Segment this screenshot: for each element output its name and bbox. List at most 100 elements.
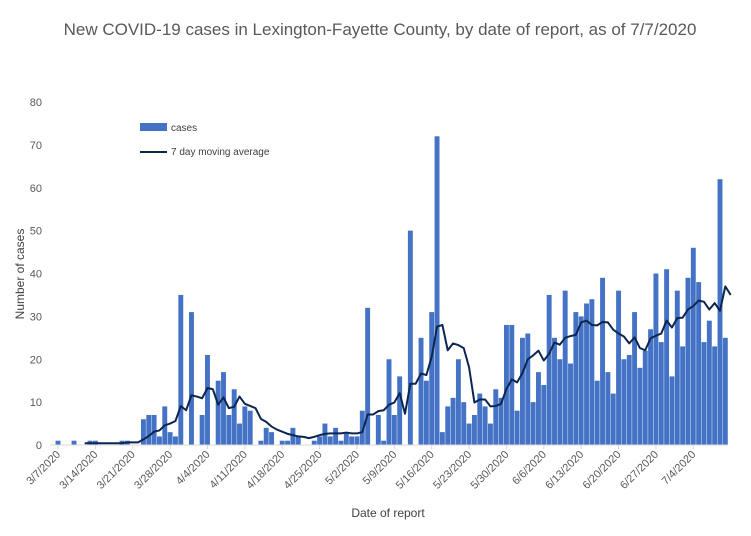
bar-cases <box>140 419 146 445</box>
bar-cases <box>354 436 360 445</box>
bar-cases <box>365 307 371 445</box>
bar-cases <box>269 432 275 445</box>
bar-cases <box>594 380 600 445</box>
x-tick-label: 6/27/2020 <box>618 449 661 492</box>
bar-cases <box>466 423 472 445</box>
bar-cases <box>637 367 643 445</box>
bar-cases <box>205 354 210 445</box>
bar-cases <box>717 179 723 445</box>
bar-cases <box>525 333 531 445</box>
legend-label-moving-average: 7 day moving average <box>171 147 270 158</box>
x-tick-label: 6/13/2020 <box>543 449 586 492</box>
bar-cases <box>295 436 301 445</box>
bar-cases <box>482 406 488 445</box>
bar-cases <box>706 320 712 445</box>
bar-cases <box>178 294 184 445</box>
x-tick-label: 5/30/2020 <box>468 449 511 492</box>
bar-cases <box>146 414 152 445</box>
bar-cases <box>616 290 622 445</box>
bar-cases <box>242 406 248 445</box>
x-tick-label: 4/11/2020 <box>207 449 250 492</box>
bar-cases <box>626 354 632 445</box>
bar-cases <box>653 273 659 445</box>
bar-cases <box>263 427 269 445</box>
x-tick-label: 3/28/2020 <box>132 449 175 492</box>
bar-cases <box>247 410 253 445</box>
bar-cases <box>669 376 675 445</box>
bar-cases <box>349 436 355 445</box>
bar-cases <box>546 294 552 445</box>
bar-cases <box>498 397 504 445</box>
bar-cases <box>658 342 664 445</box>
bar-cases <box>450 397 456 445</box>
bar-cases <box>386 359 392 445</box>
y-tick-label: 40 <box>30 269 42 281</box>
legend-label-cases: cases <box>171 123 197 134</box>
bars-layer <box>55 136 728 446</box>
bar-cases <box>690 247 696 445</box>
x-tick-label: 5/23/2020 <box>431 449 474 492</box>
bar-cases <box>589 299 595 445</box>
bar-cases <box>71 440 77 445</box>
bar-cases <box>423 380 429 445</box>
bar-cases <box>461 402 467 446</box>
bar-cases <box>407 230 413 446</box>
bar-cases <box>621 359 627 445</box>
bar-cases <box>680 346 686 445</box>
bar-cases <box>568 363 573 445</box>
bar-cases <box>258 440 264 445</box>
bar-cases <box>578 316 584 446</box>
bar-cases <box>285 440 291 445</box>
y-tick-label: 50 <box>30 226 42 238</box>
bar-cases <box>418 337 424 445</box>
bar-cases <box>541 384 547 445</box>
y-tick-label: 70 <box>30 140 42 152</box>
bar-cases <box>722 337 728 445</box>
bar-cases <box>429 312 435 445</box>
bar-cases <box>509 324 515 445</box>
bar-cases <box>557 359 563 445</box>
bar-cases <box>455 359 461 445</box>
bar-cases <box>471 414 477 445</box>
bar-cases <box>439 432 445 445</box>
x-tick-label: 4/25/2020 <box>282 449 325 492</box>
bar-cases <box>343 432 349 445</box>
bar-cases <box>189 312 194 445</box>
x-tick-label: 3/21/2020 <box>95 449 138 492</box>
bar-cases <box>290 427 296 445</box>
bar-cases <box>696 282 702 445</box>
bar-cases <box>221 372 226 445</box>
x-tick-label: 4/18/2020 <box>244 449 287 492</box>
bar-cases <box>642 350 648 445</box>
y-tick-label: 20 <box>30 354 42 366</box>
x-tick-label: 5/16/2020 <box>394 449 437 492</box>
bar-cases <box>552 337 557 445</box>
bar-cases <box>477 393 483 445</box>
bar-cases <box>317 436 323 445</box>
bar-cases <box>648 329 654 445</box>
bar-cases <box>434 136 440 446</box>
bar-cases <box>151 414 157 445</box>
bar-cases <box>584 303 589 445</box>
y-tick-label: 30 <box>30 311 42 323</box>
bar-cases <box>632 312 638 445</box>
bar-cases <box>536 372 541 445</box>
x-tick-label: 5/2/2020 <box>323 449 362 488</box>
bar-cases <box>55 440 61 445</box>
bar-cases <box>610 393 616 445</box>
bar-cases <box>487 423 493 445</box>
bar-cases <box>279 440 285 445</box>
bar-cases <box>338 440 344 445</box>
bar-cases <box>156 436 162 445</box>
bar-cases <box>573 312 579 445</box>
legend-swatch-cases <box>140 123 167 131</box>
bar-cases <box>503 324 509 445</box>
x-axis-title: Date of report <box>351 506 425 520</box>
x-tick-label: 4/4/2020 <box>174 449 213 488</box>
bar-cases <box>391 414 397 445</box>
y-tick-label: 80 <box>30 97 42 109</box>
x-tick-label: 7/4/2020 <box>660 449 699 488</box>
bar-cases <box>375 414 381 445</box>
bar-cases <box>514 410 520 445</box>
